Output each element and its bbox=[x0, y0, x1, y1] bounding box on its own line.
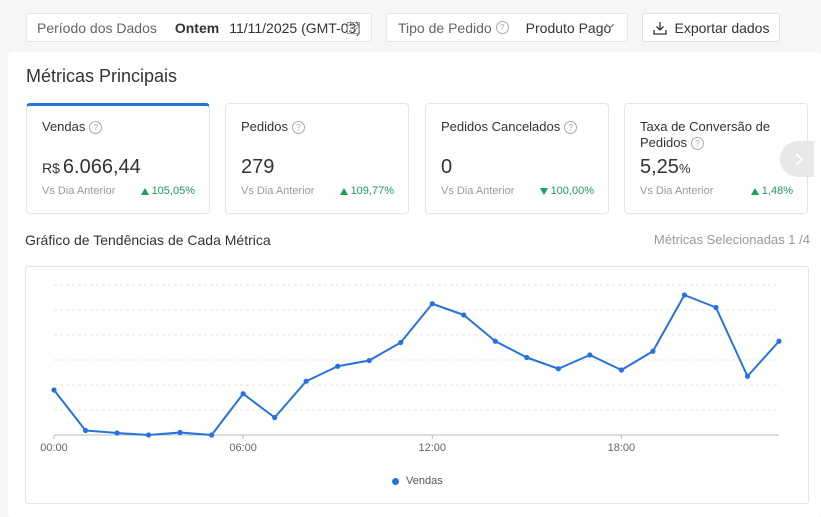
card-title: Pedidos? bbox=[241, 119, 305, 135]
x-tick-label: 00:00 bbox=[40, 442, 68, 454]
calendar-icon[interactable] bbox=[347, 21, 360, 34]
order-type-filter[interactable]: Tipo de Pedido ? Produto Pago bbox=[386, 13, 628, 42]
download-icon bbox=[652, 21, 667, 35]
data-point bbox=[272, 414, 278, 421]
period-label: Período dos Dados bbox=[37, 19, 157, 36]
data-point bbox=[335, 363, 341, 369]
card-title: Taxa de Conversão de Pedidos? bbox=[640, 119, 771, 150]
card-title: Vendas? bbox=[42, 119, 103, 135]
data-point bbox=[366, 357, 372, 364]
legend-dot bbox=[392, 477, 399, 485]
export-label: Exportar dados bbox=[674, 19, 770, 36]
trend-chart-title: Gráfico de Tendências de Cada Métrica bbox=[25, 232, 271, 248]
question-icon[interactable]: ? bbox=[89, 121, 103, 134]
triangle-up-icon bbox=[140, 187, 149, 195]
filter-bar: Período dos Dados Ontem 11/11/2025 (GMT-… bbox=[0, 0, 821, 56]
data-point bbox=[114, 430, 120, 436]
data-point bbox=[776, 338, 782, 344]
metric-card-orders[interactable]: Pedidos? 279 Vs Dia Anterior 109,77% bbox=[225, 103, 409, 214]
card-change: 100,00% bbox=[539, 185, 594, 197]
data-point bbox=[618, 367, 624, 373]
x-tick-label: 06:00 bbox=[229, 442, 257, 454]
triangle-up-icon bbox=[339, 187, 348, 195]
card-compare-label: Vs Dia Anterior bbox=[441, 185, 515, 197]
data-point bbox=[82, 427, 89, 434]
chevron-right-icon bbox=[795, 152, 803, 166]
card-change: 1,48% bbox=[750, 185, 793, 197]
data-point bbox=[524, 354, 530, 361]
metric-card-sales[interactable]: Vendas? R$ 6.066,44 Vs Dia Anterior 105,0… bbox=[26, 103, 210, 214]
currency-symbol: R$ bbox=[42, 160, 60, 176]
period-filter[interactable]: Período dos Dados Ontem 11/11/2025 (GMT-… bbox=[26, 13, 372, 42]
card-value: 0 bbox=[441, 156, 453, 178]
legend-label: Vendas bbox=[406, 475, 443, 487]
x-tick-label: 18:00 bbox=[608, 442, 636, 454]
value-unit: % bbox=[678, 161, 691, 176]
data-point bbox=[744, 373, 751, 379]
x-tick-label: 12:00 bbox=[418, 442, 446, 454]
export-button[interactable]: Exportar dados bbox=[642, 13, 780, 42]
card-change: 105,05% bbox=[140, 185, 195, 197]
data-point bbox=[587, 352, 593, 358]
card-compare-label: Vs Dia Anterior bbox=[640, 185, 714, 197]
order-type-label: Tipo de Pedido bbox=[398, 19, 492, 36]
period-value: Ontem bbox=[174, 19, 220, 36]
metric-card-cancelled[interactable]: Pedidos Cancelados? 0 Vs Dia Anterior 10… bbox=[425, 103, 609, 214]
order-type-value: Produto Pago bbox=[525, 19, 612, 36]
triangle-down-icon bbox=[539, 187, 548, 195]
data-point bbox=[51, 387, 57, 393]
next-cards-button[interactable] bbox=[780, 141, 814, 177]
card-compare-label: Vs Dia Anterior bbox=[42, 185, 116, 197]
data-point bbox=[398, 339, 404, 346]
trend-chart: 00:00 06:00 12:00 18:00 Vendas bbox=[25, 266, 809, 504]
data-point bbox=[461, 312, 467, 318]
question-icon[interactable]: ? bbox=[564, 121, 578, 134]
data-point bbox=[681, 292, 688, 298]
card-compare-label: Vs Dia Anterior bbox=[241, 185, 315, 197]
data-point bbox=[555, 366, 561, 372]
series-line-vendas bbox=[53, 294, 780, 436]
section-title: Métricas Principais bbox=[26, 66, 178, 86]
data-point bbox=[303, 378, 309, 384]
period-date: 11/11/2025 (GMT-03) bbox=[229, 19, 361, 36]
data-point bbox=[240, 391, 246, 397]
data-point bbox=[492, 338, 498, 344]
card-title: Pedidos Cancelados? bbox=[441, 119, 578, 135]
question-icon[interactable]: ? bbox=[690, 137, 704, 150]
data-point bbox=[145, 432, 152, 438]
data-point bbox=[209, 432, 215, 438]
data-point bbox=[713, 304, 719, 311]
card-value: 5,25% bbox=[640, 156, 691, 178]
card-value: R$ 6.066,44 bbox=[42, 156, 141, 178]
question-icon[interactable]: ? bbox=[495, 21, 509, 34]
chevron-down-icon bbox=[605, 23, 615, 29]
selected-metrics-counter[interactable]: Métricas Selecionadas 1 /4 bbox=[653, 232, 810, 247]
question-icon[interactable]: ? bbox=[291, 121, 305, 134]
card-change: 109,77% bbox=[339, 185, 394, 197]
chart-legend[interactable]: Vendas bbox=[392, 475, 443, 487]
card-value: 279 bbox=[241, 156, 275, 178]
metric-card-conversion[interactable]: Taxa de Conversão de Pedidos? 5,25% Vs D… bbox=[624, 103, 808, 214]
data-point bbox=[650, 348, 656, 354]
data-point bbox=[177, 429, 183, 436]
triangle-up-icon bbox=[750, 187, 759, 195]
trend-chart-svg: 00:00 06:00 12:00 18:00 bbox=[40, 284, 782, 454]
data-point bbox=[429, 301, 435, 307]
